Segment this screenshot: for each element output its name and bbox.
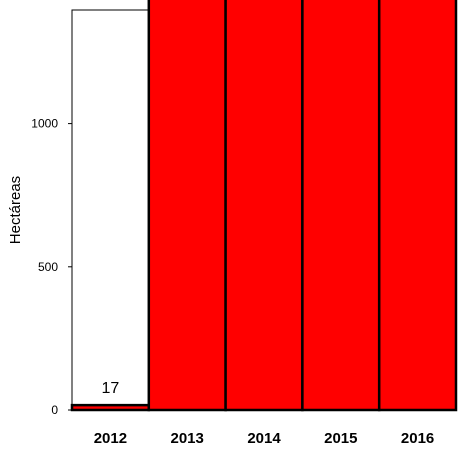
y-axis-label: Hectáreas <box>7 176 24 244</box>
y-tick-label: 500 <box>38 260 58 274</box>
x-tick-label: 2013 <box>171 430 204 447</box>
x-tick-label: 2012 <box>94 430 127 447</box>
x-tick-label: 2014 <box>247 430 281 447</box>
y-tick-label: 0 <box>51 403 58 417</box>
data-label: 17 <box>102 380 120 397</box>
bar-2013 <box>147 0 227 412</box>
bar-2016 <box>377 0 458 412</box>
y-axis: 05001000150020002500 <box>31 117 72 417</box>
bar-2014 <box>224 0 304 412</box>
data-labels: 171606212423402380 <box>102 380 120 397</box>
x-axis: 2012 2013 2014 2015 2016 <box>94 430 435 447</box>
bars-group <box>70 0 458 412</box>
bar-2012 <box>70 403 151 412</box>
bar-2015 <box>301 0 381 412</box>
x-tick-label: 2016 <box>401 430 434 447</box>
y-tick-label: 1000 <box>31 117 58 131</box>
x-tick-label: 2015 <box>324 430 357 447</box>
